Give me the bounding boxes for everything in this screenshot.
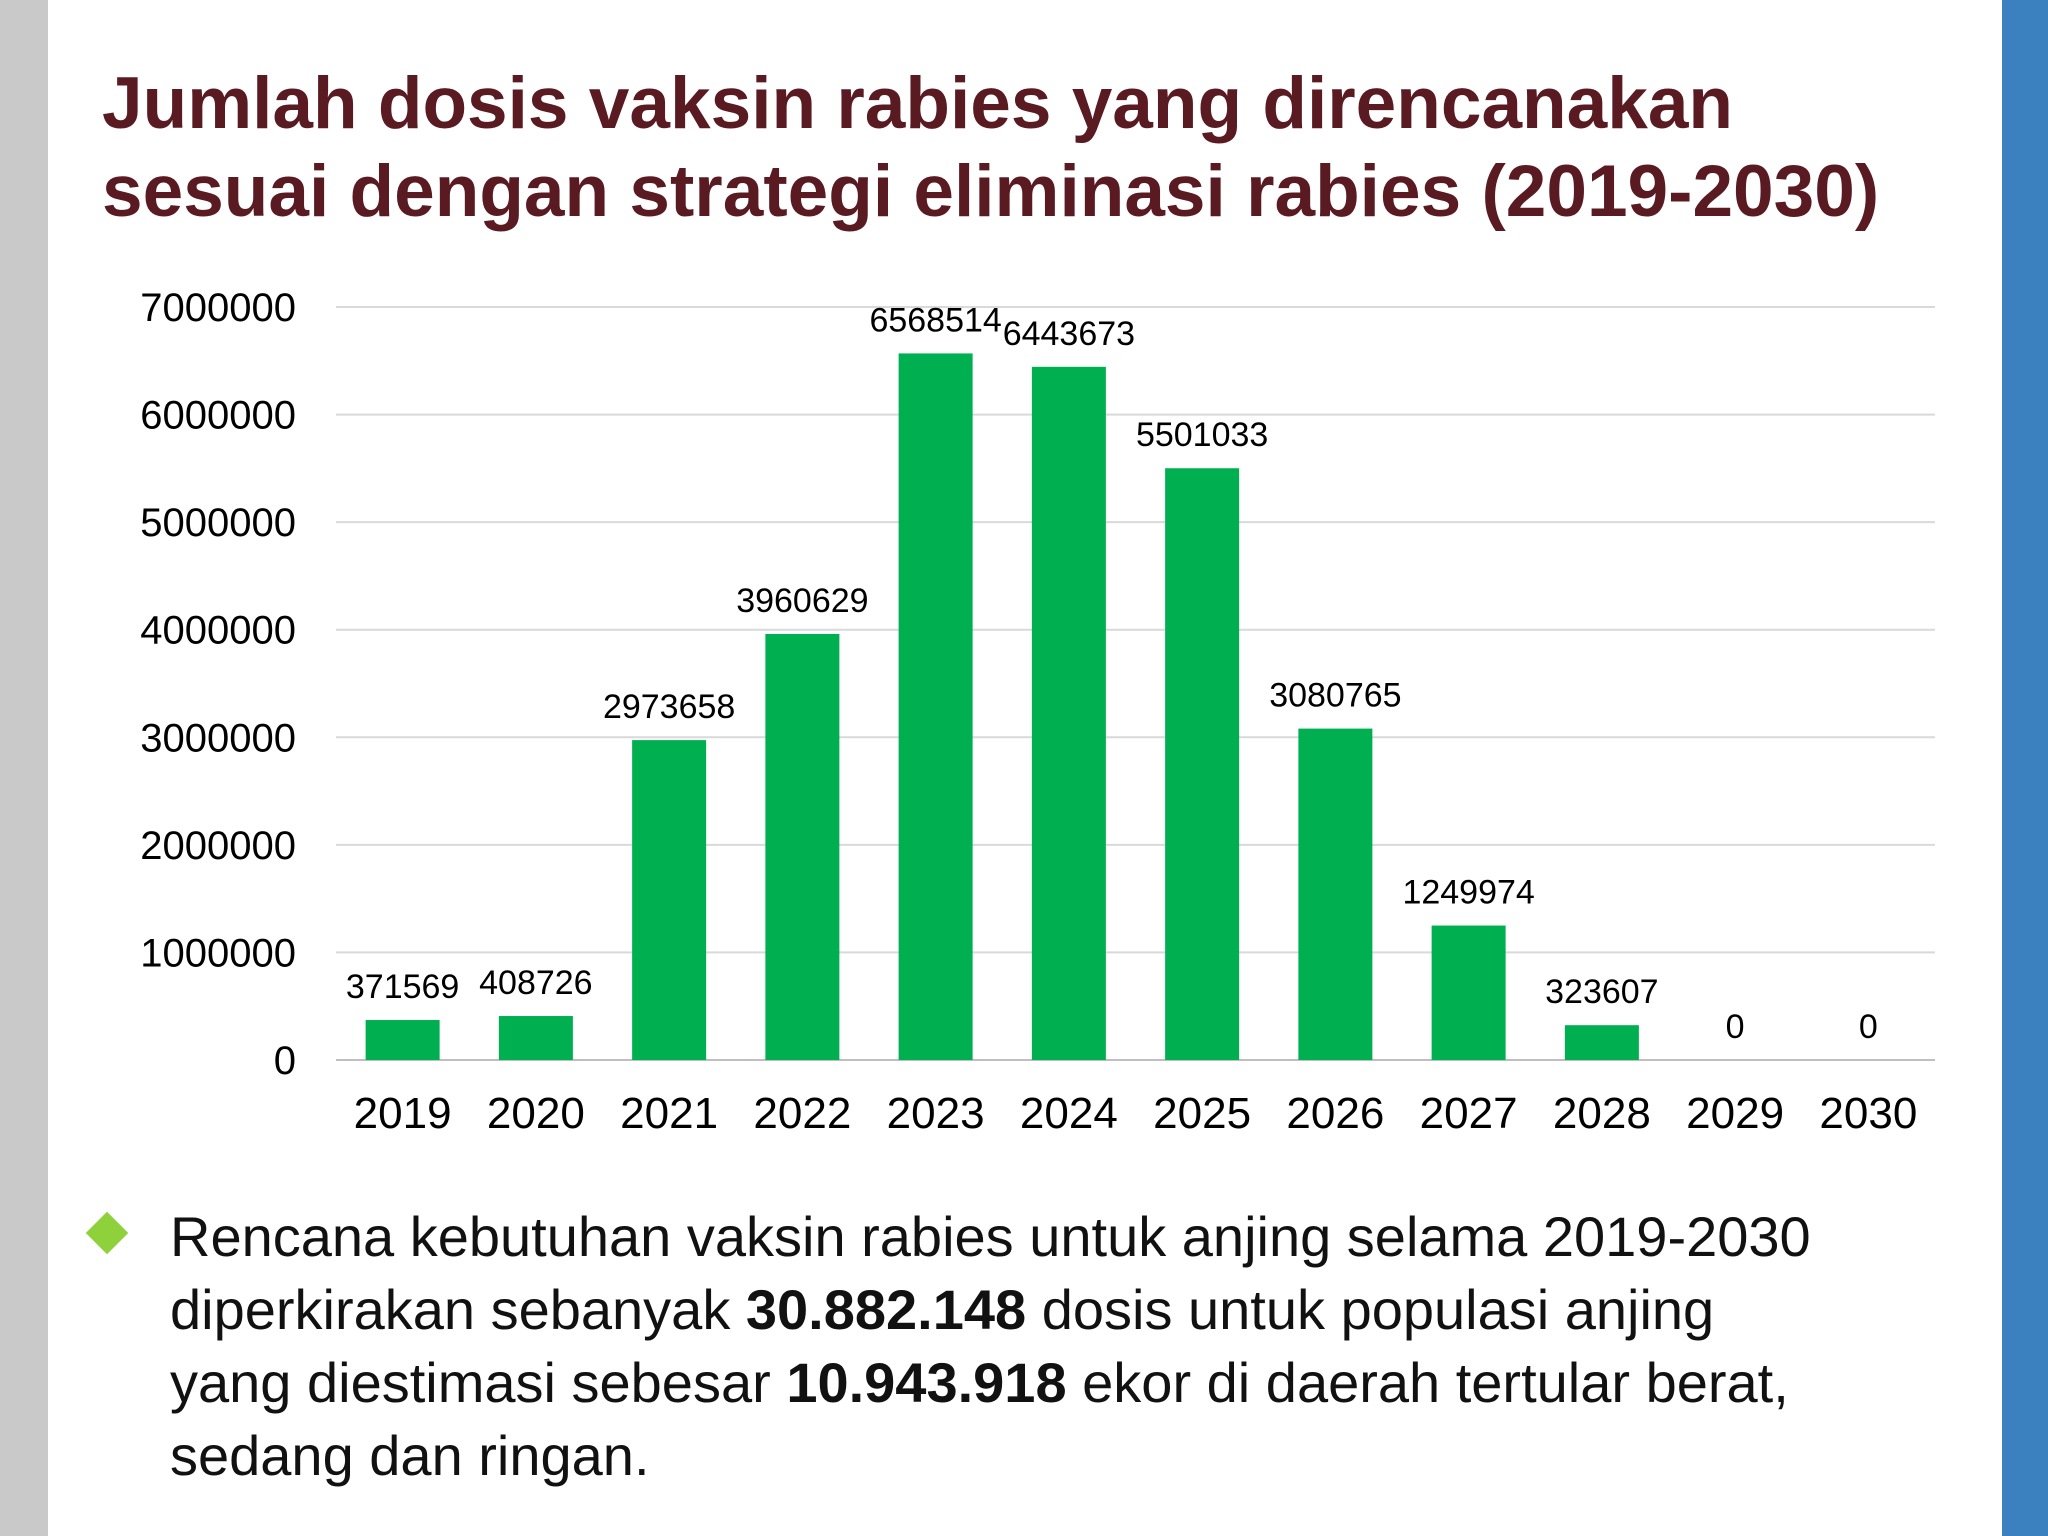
x-tick-label-2028: 2028 [1553,1089,1651,1138]
data-label-2023: 6568514 [869,301,1001,339]
y-tick-label: 6000000 [140,394,296,438]
x-tick-label-2024: 2024 [1020,1089,1118,1138]
data-label-2020: 408726 [479,964,592,1002]
x-tick-label-2022: 2022 [753,1089,851,1138]
data-label-2024: 6443673 [1003,315,1135,353]
bullet-line-3-c: ekor di daerah tertular berat, [1066,1351,1789,1414]
data-label-2026: 3080765 [1269,677,1401,715]
y-tick-label: 7000000 [140,286,296,330]
x-tick-label-2020: 2020 [487,1089,585,1138]
bar-2022 [765,633,840,1060]
y-tick-label: 5000000 [140,501,296,545]
x-tick-label-2019: 2019 [354,1089,452,1138]
diamond-icon [85,1211,129,1255]
data-label-2030: 0 [1859,1008,1878,1046]
slide-title-line-2: sesuai dengan strategi eliminasi rabies … [102,151,1880,232]
slide-title-line-1: Jumlah dosis vaksin rabies yang direncan… [102,63,1734,144]
y-tick-label: 1000000 [140,931,296,975]
y-tick-label: 0 [274,1039,296,1083]
slide-title: Jumlah dosis vaksin rabies yang direncan… [102,60,1982,236]
x-tick-label-2030: 2030 [1819,1089,1917,1138]
y-tick-label: 4000000 [140,609,296,653]
bar-2021 [632,740,707,1060]
bar-2025 [1165,468,1240,1060]
bar-2026 [1298,728,1373,1060]
data-label-2028: 323607 [1545,973,1658,1011]
data-label-2029: 0 [1726,1008,1745,1046]
x-tick-label-2026: 2026 [1286,1089,1384,1138]
bullet-line-2: diperkirakan sebanyak 30.882.148 dosis u… [170,1273,2048,1346]
bullet-line-3: yang diestimasi sebesar 10.943.918 ekor … [170,1346,2048,1419]
data-label-2027: 1249974 [1402,874,1534,912]
x-tick-label-2021: 2021 [620,1089,718,1138]
bar-2027 [1431,925,1506,1060]
data-label-2025: 5501033 [1136,416,1268,454]
y-tick-label: 3000000 [140,716,296,760]
bar-chart: 0 1000000 2000000 3000000 4000000 5000000 6000… [140,286,1935,1138]
bullet-line-3-a: yang diestimasi sebesar [170,1351,787,1414]
x-tick-label-2025: 2025 [1153,1089,1251,1138]
bullet-line-1: Rencana kebutuhan vaksin rabies untuk an… [170,1205,1811,1268]
x-tick-label-2029: 2029 [1686,1089,1784,1138]
bullet-line-2-a: diperkirakan sebanyak [170,1278,746,1341]
bar-2023 [898,353,973,1061]
right-accent-strip [2002,0,2048,1536]
data-label-2021: 2973658 [603,688,735,726]
x-tick-label-2023: 2023 [887,1089,985,1138]
y-tick-label: 2000000 [140,824,296,868]
data-label-2019: 371569 [346,968,459,1006]
bar-2024 [1031,366,1106,1061]
bullet-line-4: sedang dan ringan. [170,1424,650,1487]
dog-population-value: 10.943.918 [786,1351,1067,1414]
bar-2019 [365,1020,440,1060]
x-tick-label-2027: 2027 [1420,1089,1518,1138]
bar-2020 [498,1016,573,1060]
total-doses-value: 30.882.148 [745,1278,1027,1341]
left-accent-strip [0,0,48,1536]
data-label-2022: 3960629 [736,582,868,620]
bar-2028 [1564,1025,1639,1060]
bullet-text: Rencana kebutuhan vaksin rabies untuk an… [170,1200,2048,1492]
bullet-line-2-c: dosis untuk populasi anjing [1026,1278,1715,1341]
